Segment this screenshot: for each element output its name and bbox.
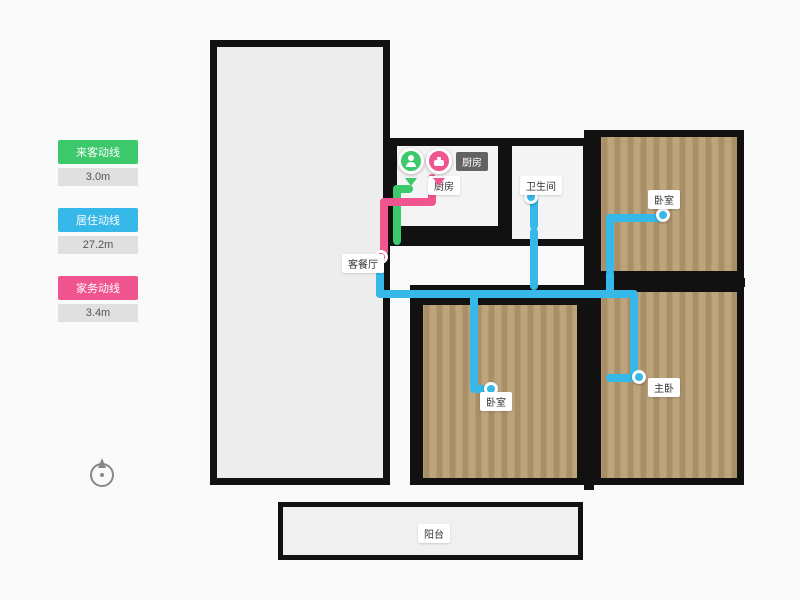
path-node bbox=[656, 208, 670, 222]
room-label: 卧室 bbox=[648, 190, 680, 209]
room-label: 卧室 bbox=[480, 392, 512, 411]
compass-icon bbox=[85, 455, 119, 489]
room-label: 阳台 bbox=[418, 524, 450, 543]
path-segment bbox=[380, 198, 434, 206]
path-segment bbox=[376, 290, 636, 298]
path-segment bbox=[530, 228, 538, 290]
legend-item-guest: 来客动线 3.0m bbox=[58, 140, 138, 186]
legend-value: 3.4m bbox=[58, 304, 138, 322]
marker-pot: 厨房 bbox=[426, 148, 452, 182]
legend-value: 27.2m bbox=[58, 236, 138, 254]
inner-wall bbox=[584, 130, 594, 490]
legend-panel: 来客动线 3.0m 居住动线 27.2m 家务动线 3.4m bbox=[58, 140, 138, 344]
legend-label: 居住动线 bbox=[58, 208, 138, 232]
path-segment bbox=[606, 214, 614, 274]
room-label: 主卧 bbox=[648, 378, 680, 397]
marker-label: 厨房 bbox=[456, 152, 488, 171]
inner-wall bbox=[500, 138, 510, 246]
inner-wall bbox=[388, 226, 508, 246]
legend-label: 来客动线 bbox=[58, 140, 138, 164]
path-segment bbox=[393, 185, 413, 193]
path-segment bbox=[470, 290, 478, 390]
path-segment bbox=[606, 270, 614, 298]
floorplan-canvas: 客餐厅厨房卫生间卧室主卧卧室阳台厨房 bbox=[200, 30, 750, 570]
path-node bbox=[632, 370, 646, 384]
room-label: 客餐厅 bbox=[342, 254, 384, 273]
path-segment bbox=[393, 185, 401, 245]
legend-item-chores: 家务动线 3.4m bbox=[58, 276, 138, 322]
inner-wall bbox=[593, 278, 745, 287]
legend-value: 3.0m bbox=[58, 168, 138, 186]
inner-wall bbox=[390, 138, 590, 146]
legend-item-living: 居住动线 27.2m bbox=[58, 208, 138, 254]
inner-wall bbox=[410, 285, 418, 485]
legend-label: 家务动线 bbox=[58, 276, 138, 300]
path-segment bbox=[630, 290, 638, 380]
path-segment bbox=[380, 198, 388, 256]
marker-person bbox=[398, 148, 424, 182]
room-label: 卫生间 bbox=[520, 176, 562, 195]
